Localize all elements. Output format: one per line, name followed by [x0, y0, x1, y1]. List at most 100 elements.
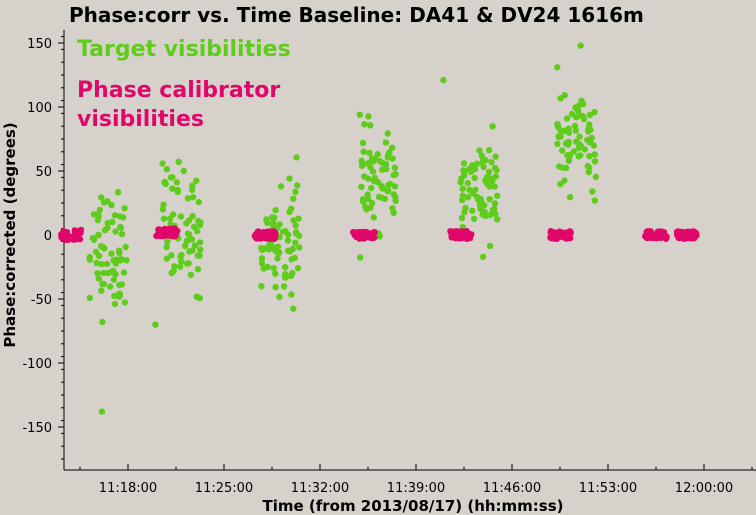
data-point [480, 163, 487, 171]
data-point [486, 196, 493, 203]
data-point [460, 167, 467, 174]
data-point [295, 215, 302, 222]
data-point [570, 148, 578, 155]
data-point [94, 270, 101, 277]
data-point [122, 243, 129, 251]
data-point [470, 215, 478, 223]
data-point [358, 183, 365, 191]
data-point [585, 164, 593, 171]
chart-title: Phase:corr vs. Time Baseline: DA41 & DV2… [69, 3, 644, 27]
data-point [58, 233, 65, 240]
data-point [100, 199, 108, 206]
x-tick-label: 11:53:00 [579, 481, 637, 496]
data-point [172, 233, 179, 240]
data-point [364, 191, 371, 198]
data-point [115, 247, 123, 254]
y-tick-label: -150 [22, 421, 52, 436]
data-point [104, 224, 111, 232]
data-point [197, 246, 204, 253]
data-point [86, 256, 94, 263]
legend-phase-calibrator-line1: Phase calibrator [77, 78, 280, 103]
data-point [108, 201, 115, 209]
data-point [367, 204, 374, 211]
data-point [684, 234, 691, 242]
data-point [389, 155, 396, 162]
data-point [163, 243, 170, 251]
data-point [98, 261, 105, 268]
data-point [563, 115, 571, 122]
x-tick-group: 11:18:00 11:25:00 11:32:00 11:39:00 11:46:00… [79, 464, 753, 496]
y-axis-label: Phase:corrected (degrees) [1, 122, 19, 347]
data-point [112, 270, 119, 278]
y-tick-label: 100 [27, 101, 52, 116]
data-point [99, 243, 107, 251]
y-tick-label: 150 [27, 37, 52, 52]
data-point [362, 203, 369, 210]
data-point [120, 214, 127, 221]
legend-target-visibilities: Target visibilities [77, 37, 291, 62]
data-point [193, 177, 200, 184]
data-point [272, 207, 279, 214]
data-point [459, 192, 466, 199]
data-point [178, 258, 185, 265]
y-tick-label: -100 [22, 357, 52, 372]
data-point [90, 236, 98, 244]
data-point [272, 283, 279, 291]
data-point [581, 146, 589, 153]
data-point [448, 234, 456, 241]
data-point [577, 42, 584, 49]
data-point [685, 228, 693, 235]
data-point [95, 231, 102, 239]
data-point [478, 152, 485, 159]
data-point [489, 177, 496, 184]
x-tick-label: 11:18:00 [99, 481, 157, 496]
data-point [120, 269, 128, 276]
data-point [294, 265, 302, 272]
data-point [458, 214, 466, 222]
data-point [359, 139, 367, 147]
x-tick-label: 11:39:00 [387, 481, 445, 496]
data-point [469, 207, 476, 214]
data-point [111, 300, 119, 308]
data-point [63, 229, 71, 236]
data-point [190, 223, 198, 230]
data-point [447, 228, 454, 235]
data-point [485, 168, 493, 176]
data-point [177, 253, 184, 260]
data-point [276, 293, 283, 301]
data-point [117, 223, 124, 231]
data-point [189, 182, 196, 189]
data-point [282, 264, 289, 271]
data-point [465, 165, 473, 173]
data-point [164, 238, 171, 245]
data-point [392, 197, 399, 205]
data-point [591, 158, 599, 165]
data-point [66, 233, 74, 241]
data-point [353, 232, 360, 239]
data-point [259, 246, 266, 253]
y-tick-label: 0 [44, 229, 52, 244]
data-point [477, 195, 484, 203]
data-point [195, 217, 202, 225]
data-point [282, 274, 289, 281]
y-tick-label: -50 [31, 293, 52, 308]
data-point [360, 148, 367, 155]
data-point [382, 139, 390, 146]
data-point [108, 250, 115, 257]
data-point [391, 183, 399, 190]
data-point [121, 205, 128, 212]
data-point [163, 255, 170, 262]
data-point [166, 232, 174, 239]
data-point [485, 147, 493, 154]
data-point [293, 228, 300, 236]
data-point [95, 213, 103, 220]
data-point [186, 248, 193, 255]
data-point [104, 220, 111, 227]
data-point [289, 269, 296, 277]
data-point [367, 122, 374, 129]
data-point [358, 157, 365, 165]
data-point [440, 76, 447, 84]
data-point [111, 212, 119, 219]
data-point [384, 187, 392, 195]
